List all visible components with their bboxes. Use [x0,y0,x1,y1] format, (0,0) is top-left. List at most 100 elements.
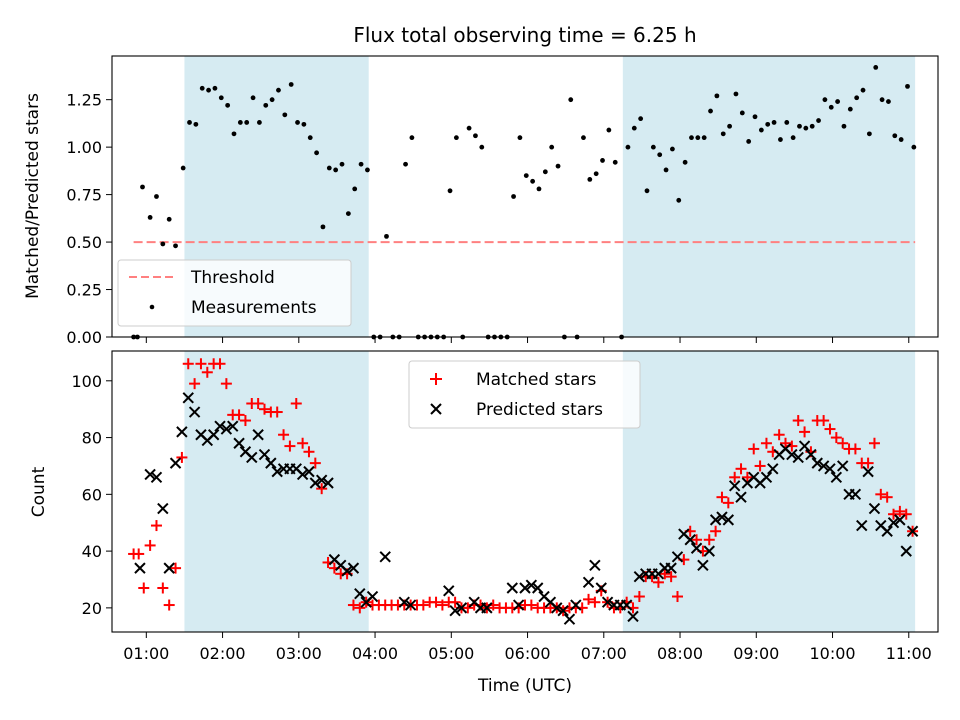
ratio-y-axis-label: Matched/Predicted stars [23,93,43,299]
measurement-point [282,112,288,118]
predicted-point [716,511,728,523]
predicted-point [627,610,639,623]
predicted-point [322,477,334,489]
measurement-point [187,120,192,125]
matched-point [436,599,448,611]
matched-point [182,358,194,370]
measurement-point [320,224,326,230]
x-tick-label: 03:00 [276,644,322,663]
measurement-point [479,144,485,150]
matched-point [449,596,461,608]
measurement-point [682,159,688,165]
measurement-point [638,116,644,122]
measurement-point [288,82,294,87]
matched-point [170,562,182,574]
count-y-axis-label: Count [29,466,49,517]
matched-point [741,471,753,483]
matched-point [220,378,232,390]
measurement-point [765,121,771,127]
measurement-point [365,167,370,173]
measurement-point [771,120,777,125]
matched-point [659,568,671,580]
measurement-point [250,95,256,101]
predicted-point [900,545,912,557]
predicted-point [157,502,169,515]
measurement-point [758,127,764,133]
matched-point [290,398,302,410]
predicted-point [176,426,188,438]
predicted-point [379,551,391,563]
predicted-point [347,562,360,574]
predicted-point [849,488,862,501]
predicted-point [601,596,614,608]
count-shaded-intervals [184,351,916,632]
matched-point [316,483,328,495]
matched-point [818,415,830,427]
measurement-point [384,233,389,239]
legend-matched-label: Matched stars [476,370,596,390]
matched-point [703,534,715,546]
matched-point [754,460,766,472]
matched-point [233,409,245,421]
predicted-point [709,514,722,526]
predicted-point [887,517,900,529]
matched-point [671,591,683,603]
predicted-point [309,477,322,489]
x-tick-label: 07:00 [581,644,627,663]
matched-point [900,508,912,520]
predicted-point [506,582,518,594]
x-tick-label: 11:00 [886,644,932,663]
measurement-point [568,97,574,103]
count-legend: Matched stars Predicted stars [408,360,641,429]
matched-point [729,471,741,483]
predicted-point [570,599,582,611]
measurement-point [886,99,891,104]
measurement-point [447,188,453,194]
predicted-point [404,599,417,611]
predicted-point [862,465,874,478]
predicted-point [798,440,811,452]
measurement-point [905,83,910,89]
predicted-point [366,590,379,603]
predicted-point [512,599,525,611]
x-tick-label: 10:00 [809,644,855,663]
predicted-point [868,502,881,515]
matched-point [252,398,264,410]
predicted-point [303,465,315,478]
measurement-point [333,167,339,173]
measurement-point [708,108,713,114]
predicted-point [296,468,309,481]
measurement-point [166,216,172,222]
predicted-point [443,585,455,597]
predicted-point [690,542,703,554]
predicted-point [563,613,576,625]
matched-point [133,548,145,560]
matched-point [894,505,906,517]
measurement-point [160,241,166,247]
measurement-point [147,214,153,220]
predicted-point [150,471,163,484]
predicted-point [703,545,715,557]
predicted-point [595,582,607,594]
x-tick-label: 05:00 [428,644,474,663]
matched-point [430,596,442,608]
matched-point [347,599,359,611]
measurement-point [231,131,237,137]
predicted-point [735,491,747,503]
matched-point [881,491,893,503]
matched-point [722,497,734,509]
predicted-point [830,471,843,484]
measurement-point [784,120,790,125]
measurement-point [625,144,631,150]
measurement-point [847,106,853,112]
predicted-point [633,570,646,583]
measurement-point [473,133,478,139]
measurement-point [714,93,720,99]
measurement-point [809,123,815,129]
measurement-point [593,171,599,177]
predicted-point [805,448,817,461]
predicted-point [354,587,366,600]
x-axis-label: Time (UTC) [477,676,572,696]
shaded-interval-1 [184,351,369,632]
